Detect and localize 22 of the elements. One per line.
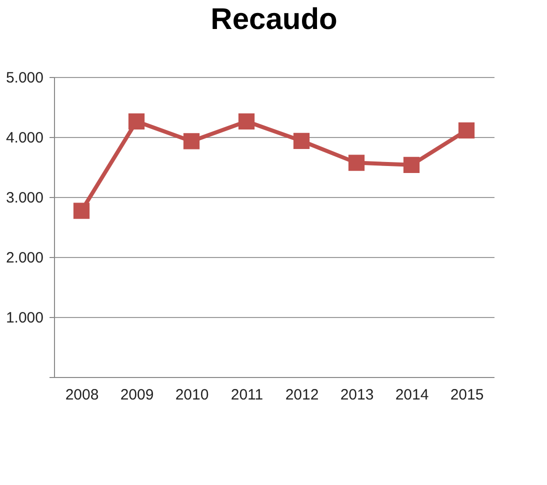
y-tick-label: 4.000 xyxy=(6,130,44,146)
x-tick-label: 2013 xyxy=(340,386,374,404)
point xyxy=(128,113,145,130)
point xyxy=(73,202,90,219)
x-tick-label: 2012 xyxy=(285,386,319,404)
x-tick-label: 2010 xyxy=(175,386,209,404)
x-tick-label: 2008 xyxy=(65,386,99,404)
y-tick-label: 1.000 xyxy=(6,310,44,326)
x-tick-label: 2009 xyxy=(120,386,154,404)
x-tick-label: 2011 xyxy=(230,386,264,404)
point xyxy=(183,133,200,150)
y-tick-label: 3.000 xyxy=(6,190,44,206)
point xyxy=(458,122,475,138)
x-tick-label: 2015 xyxy=(450,386,484,404)
point xyxy=(403,156,420,173)
point xyxy=(238,113,255,130)
point xyxy=(348,154,365,171)
x-tick-label: 2014 xyxy=(395,386,429,404)
chart-title: Recaudo xyxy=(210,3,338,36)
y-tick-label: 5.000 xyxy=(6,70,44,86)
point xyxy=(293,132,310,149)
y-tick-label: 2.000 xyxy=(6,250,44,266)
